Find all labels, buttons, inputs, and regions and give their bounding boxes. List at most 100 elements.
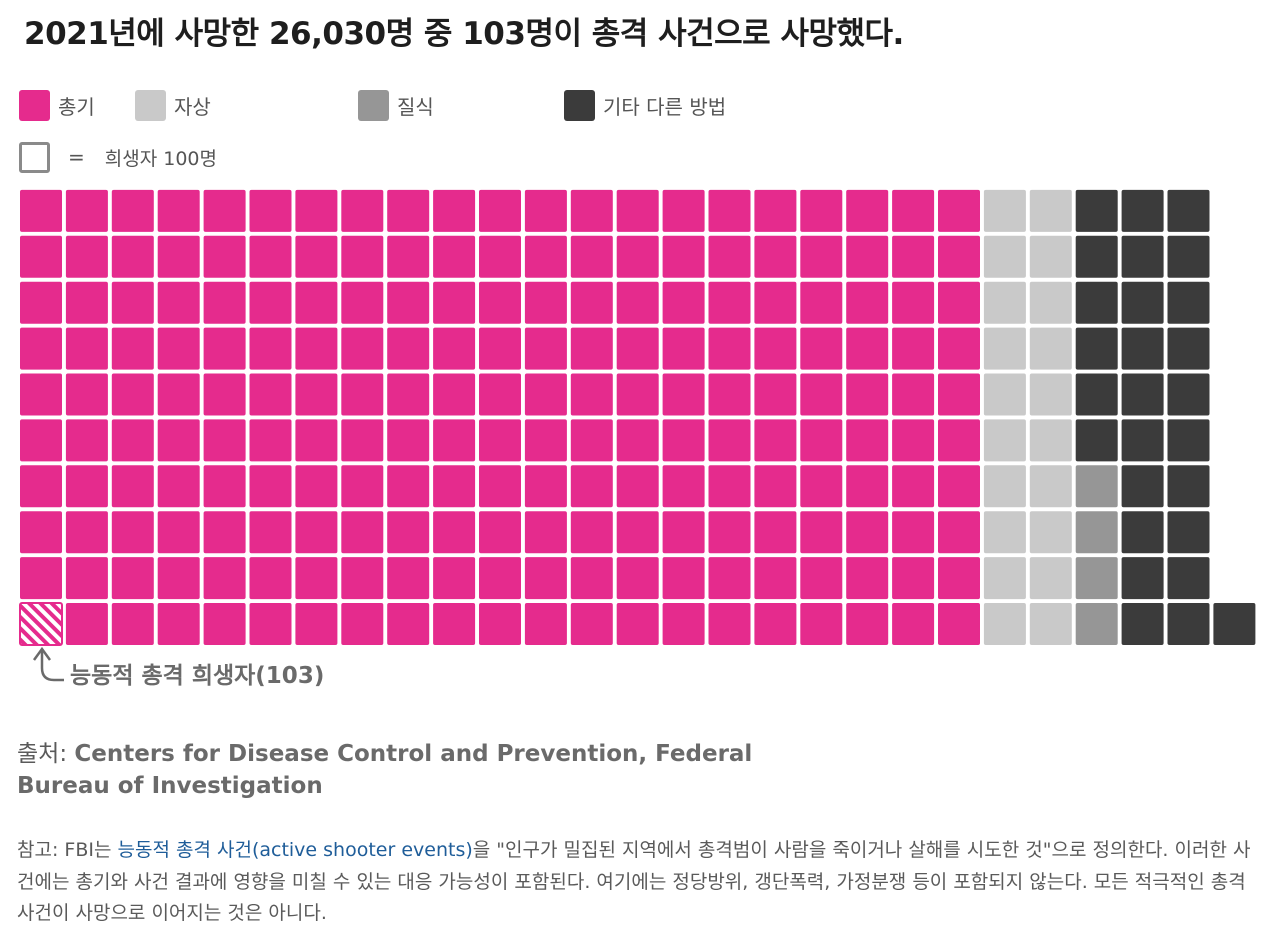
waffle-cell — [1075, 373, 1118, 416]
waffle-cell — [892, 373, 935, 416]
waffle-cell — [1167, 511, 1210, 554]
waffle-cell — [1121, 235, 1164, 278]
waffle-cell — [20, 419, 62, 462]
waffle-cell — [662, 373, 705, 416]
waffle-cell — [1167, 235, 1210, 278]
waffle-cell — [1075, 557, 1118, 600]
waffle-cell — [1121, 327, 1164, 370]
waffle-cell — [983, 465, 1026, 508]
waffle-cell — [570, 281, 613, 324]
waffle-cell — [387, 281, 430, 324]
waffle-cell — [754, 281, 797, 324]
waffle-cell — [295, 511, 338, 554]
waffle-cell — [1029, 235, 1072, 278]
waffle-cell — [111, 373, 154, 416]
waffle-cell — [1075, 465, 1118, 508]
waffle-cell — [938, 235, 980, 278]
waffle-cell — [203, 419, 246, 462]
waffle-cell — [800, 327, 843, 370]
waffle-cell — [983, 281, 1026, 324]
waffle-cell — [20, 511, 62, 554]
waffle-cell — [800, 557, 843, 600]
waffle-cell — [983, 327, 1026, 370]
footnote-suffix: 을 "인구가 밀집된 지역에서 총격범이 사람을 죽이거나 살해를 시도한 것"… — [17, 839, 1251, 924]
waffle-cell — [662, 327, 705, 370]
annotation-arrowhead — [32, 646, 52, 661]
waffle-cell — [524, 373, 567, 416]
waffle-cell — [800, 419, 843, 462]
waffle-cell — [1075, 327, 1118, 370]
waffle-cell — [524, 603, 567, 645]
waffle-cell — [983, 511, 1026, 554]
waffle-cell — [1029, 511, 1072, 554]
waffle-cell — [662, 511, 705, 554]
legend-swatch-stabbing — [135, 89, 166, 121]
waffle-cell — [111, 603, 154, 645]
waffle-cell — [203, 281, 246, 324]
active-shooter-link[interactable]: 능동적 총격 사건(active shooter events) — [117, 839, 473, 861]
waffle-cell — [662, 235, 705, 278]
waffle-cell — [1075, 511, 1118, 554]
waffle-cell — [708, 419, 751, 462]
waffle-cell — [708, 465, 751, 508]
waffle-cell — [524, 327, 567, 370]
waffle-cell — [65, 327, 108, 370]
waffle-cell — [111, 557, 154, 600]
waffle-cell — [892, 557, 935, 600]
waffle-cell — [295, 465, 338, 508]
waffle-cell — [433, 603, 476, 645]
waffle-cell — [295, 419, 338, 462]
waffle-cell — [479, 189, 521, 232]
waffle-cell — [157, 281, 200, 324]
waffle-cell — [938, 419, 980, 462]
waffle-cell — [341, 603, 384, 645]
waffle-cell — [800, 465, 843, 508]
waffle-cell — [938, 327, 980, 370]
waffle-cell — [800, 189, 843, 232]
waffle-cell — [65, 419, 108, 462]
waffle-cell — [1075, 235, 1118, 278]
waffle-cell — [938, 373, 980, 416]
unit-square-icon — [19, 141, 50, 173]
waffle-cell — [341, 235, 384, 278]
waffle-cell — [20, 281, 62, 324]
waffle-cell — [1029, 557, 1072, 600]
waffle-cell — [846, 327, 889, 370]
waffle-cell — [524, 281, 567, 324]
waffle-cell — [387, 603, 430, 645]
waffle-cell — [708, 327, 751, 370]
waffle-cell — [708, 373, 751, 416]
waffle-cell — [846, 511, 889, 554]
waffle-cell — [479, 373, 521, 416]
waffle-cell — [892, 465, 935, 508]
waffle-cell — [708, 235, 751, 278]
waffle-cell — [65, 189, 108, 232]
waffle-cell — [295, 281, 338, 324]
waffle-cell — [846, 603, 889, 645]
waffle-cell — [1213, 603, 1256, 645]
waffle-cell — [524, 235, 567, 278]
waffle-cell — [1029, 465, 1072, 508]
waffle-cell — [479, 465, 521, 508]
legend-label-stabbing: 자상 — [174, 94, 211, 119]
waffle-cell — [20, 189, 62, 232]
waffle-cell — [203, 189, 246, 232]
waffle-cell — [754, 465, 797, 508]
waffle-cell — [20, 465, 62, 508]
waffle-cell — [387, 557, 430, 600]
waffle-cell — [616, 281, 659, 324]
waffle-cell — [708, 557, 751, 600]
waffle-cell — [479, 281, 521, 324]
source-text: Centers for Disease Control and Preventi… — [17, 741, 753, 799]
waffle-cell — [800, 373, 843, 416]
waffle-cell — [341, 465, 384, 508]
waffle-cell — [524, 465, 567, 508]
waffle-cell — [157, 235, 200, 278]
waffle-cell — [1029, 603, 1072, 645]
waffle-cell — [983, 419, 1026, 462]
waffle-cell — [249, 511, 292, 554]
waffle-cell — [938, 281, 980, 324]
waffle-cell — [341, 189, 384, 232]
waffle-cell — [249, 281, 292, 324]
waffle-cell — [708, 511, 751, 554]
